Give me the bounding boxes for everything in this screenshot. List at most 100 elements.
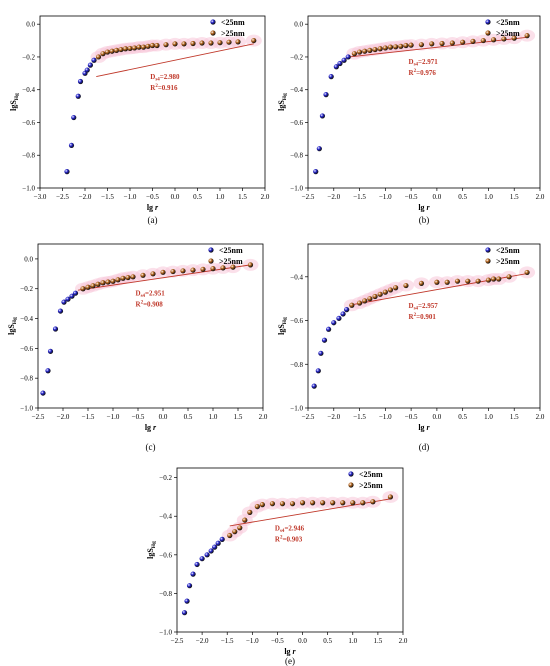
- x-tick-label: −3.0: [34, 193, 47, 201]
- point-large-pore: [105, 279, 111, 285]
- point-large-pore: [310, 500, 316, 506]
- point-large-pore: [360, 500, 366, 506]
- point-large-pore: [408, 42, 414, 48]
- point-large-pore: [235, 39, 241, 45]
- y-tick-label: −0.6: [22, 119, 35, 127]
- x-tick-label: 1.5: [374, 637, 383, 645]
- point-large-pore: [172, 41, 178, 47]
- point-large-pore: [506, 274, 512, 280]
- y-tick-label: −1.0: [159, 629, 172, 637]
- chart-svg: −2.5 −2.0 −1.5 −1.0 −0.5 0.0 0.5 1.0 1.5 2.0 −1.0 −…: [277, 243, 545, 452]
- y-tick-label: −1.0: [290, 405, 303, 413]
- x-tick-label: 2.0: [399, 637, 408, 645]
- point-large-pore: [85, 284, 91, 290]
- point-large-pore: [163, 42, 169, 48]
- point-large-pore: [362, 48, 368, 54]
- legend-marker: [208, 258, 214, 264]
- y-axis-title: lgSHg: [277, 317, 288, 335]
- x-tick-label: −0.5: [271, 637, 284, 645]
- legend-label: >25nm: [496, 29, 520, 38]
- x-tick-label: 1.5: [238, 193, 247, 201]
- point-large-pore: [136, 44, 142, 50]
- point-large-pore: [247, 262, 254, 268]
- point-large-pore: [398, 43, 404, 49]
- x-tick-label: 0.0: [159, 413, 168, 421]
- panel-label: (e): [285, 656, 295, 666]
- legend-label: <25nm: [219, 246, 243, 255]
- x-axis-title: lg r: [147, 203, 159, 212]
- point-large-pore: [100, 280, 106, 286]
- point-small-pore: [315, 368, 321, 374]
- point-large-pore: [254, 503, 260, 510]
- point-large-pore: [356, 300, 363, 306]
- point-small-pore: [65, 296, 71, 302]
- point-large-pore: [491, 37, 497, 43]
- y-tick-label: 0.0: [294, 21, 303, 29]
- r-squared-label: R2=0.916: [150, 84, 178, 92]
- point-large-pore: [130, 274, 136, 280]
- chart-svg: −2.5 −2.0 −1.5 −1.0 −0.5 0.0 0.5 1.0 1.5 2.0 −1.0 −…: [146, 467, 408, 666]
- point-small-pore: [311, 383, 317, 389]
- legend-marker: [485, 258, 491, 264]
- legend-label: <25nm: [496, 246, 520, 255]
- x-tick-label: −2.0: [79, 193, 92, 201]
- r-squared-label: R2=0.903: [275, 535, 303, 543]
- fractal-dimension-label: Ds4=2.946: [275, 524, 305, 534]
- point-small-pore: [345, 54, 351, 60]
- point-large-pore: [460, 39, 466, 45]
- x-tick-label: 1.0: [348, 637, 357, 645]
- point-small-pore: [313, 169, 319, 175]
- legend-marker: [348, 471, 354, 477]
- x-tick-label: 0.0: [433, 193, 442, 201]
- point-small-pore: [219, 536, 225, 542]
- legend-label: >25nm: [219, 257, 243, 266]
- y-tick-label: −0.4: [22, 86, 35, 94]
- point-large-pore: [269, 501, 276, 507]
- point-large-pore: [403, 42, 409, 49]
- chart-panel-c: −2.5 −2.0 −1.5 −1.0 −0.5 0.0 0.5 1.0 1.5 2.0 −1.0 −…: [0, 227, 275, 452]
- point-large-pore: [449, 40, 455, 46]
- legend-marker: [485, 30, 491, 36]
- point-large-pore: [122, 46, 129, 52]
- point-small-pore: [212, 544, 218, 550]
- point-small-pore: [319, 113, 326, 119]
- point-large-pore: [377, 291, 383, 297]
- point-large-pore: [208, 40, 214, 46]
- point-large-pore: [118, 46, 124, 53]
- point-large-pore: [279, 501, 286, 507]
- plot-frame: [176, 467, 404, 633]
- point-small-pore: [331, 320, 337, 326]
- legend-marker: [210, 30, 216, 36]
- x-tick-label: 1.0: [484, 193, 493, 201]
- r-squared-label: R2=0.976: [409, 69, 437, 77]
- legend-label: <25nm: [496, 18, 520, 27]
- y-tick-label: −0.6: [159, 551, 172, 559]
- point-large-pore: [299, 500, 306, 506]
- legend-label: <25nm: [221, 18, 245, 27]
- y-tick-label: −0.2: [20, 285, 33, 293]
- point-small-pore: [194, 561, 200, 568]
- y-tick-label: −0.8: [20, 375, 33, 383]
- point-small-pore: [344, 307, 350, 313]
- point-large-pore: [150, 271, 156, 277]
- point-large-pore: [190, 40, 196, 47]
- x-tick-label: −1.5: [353, 193, 366, 201]
- y-tick-label: −0.6: [20, 345, 33, 353]
- x-tick-label: −1.0: [124, 193, 137, 201]
- point-small-pore: [47, 348, 54, 354]
- point-large-pore: [109, 48, 115, 54]
- x-tick-label: −1.0: [379, 193, 392, 201]
- point-large-pore: [356, 49, 363, 55]
- point-large-pore: [140, 272, 146, 278]
- point-large-pore: [95, 281, 101, 287]
- x-tick-label: 0.5: [184, 413, 193, 421]
- y-tick-label: −0.2: [22, 53, 35, 61]
- point-large-pore: [227, 532, 233, 539]
- point-small-pore: [340, 311, 346, 317]
- x-tick-label: −2.5: [56, 193, 69, 201]
- point-large-pore: [511, 35, 517, 41]
- y-tick-label: −0.4: [20, 315, 33, 323]
- point-large-pore: [127, 45, 133, 52]
- point-small-pore: [336, 315, 342, 321]
- x-tick-label: 1.0: [216, 193, 225, 201]
